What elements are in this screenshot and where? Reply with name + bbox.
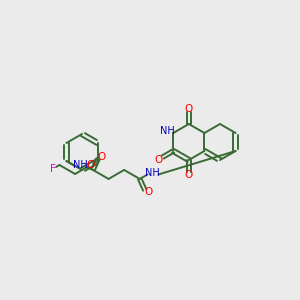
Text: NH: NH <box>73 160 87 170</box>
Text: O: O <box>185 170 193 180</box>
Text: O: O <box>155 155 163 165</box>
Text: O: O <box>145 187 153 197</box>
Text: O: O <box>86 160 95 170</box>
Text: F: F <box>50 164 56 173</box>
Text: NH: NH <box>160 125 175 136</box>
Text: O: O <box>185 104 193 114</box>
Text: NH: NH <box>145 169 160 178</box>
Text: O: O <box>98 152 106 162</box>
